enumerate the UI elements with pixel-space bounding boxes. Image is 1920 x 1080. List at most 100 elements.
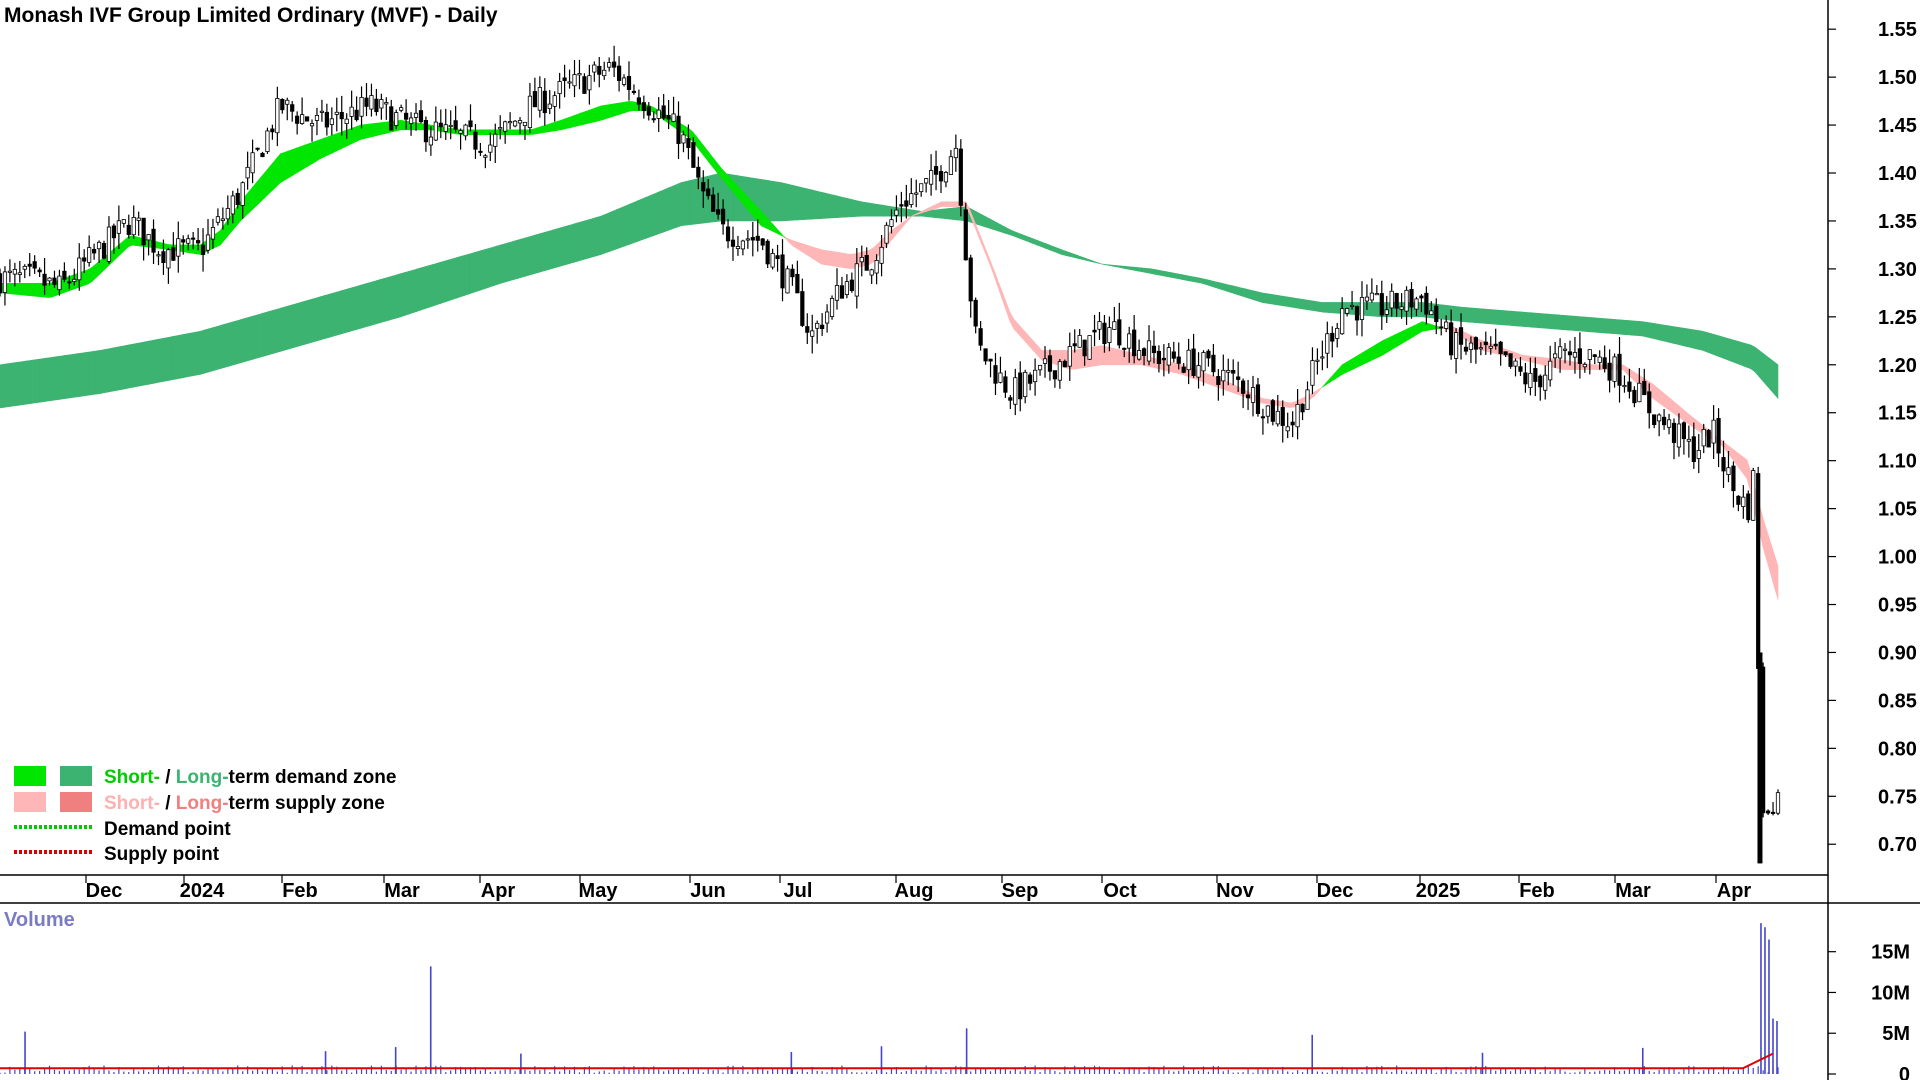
candle-body (1696, 450, 1701, 459)
candle-body (527, 95, 533, 128)
short-term-band-segment (949, 201, 954, 207)
short-term-band-segment (268, 162, 273, 195)
candle-body (1468, 342, 1474, 350)
long-term-band-segment (372, 280, 377, 326)
long-term-band-segment (764, 179, 770, 222)
short-term-band-segment (316, 139, 321, 162)
price-tick-label: 1.35 (1878, 211, 1917, 233)
short-term-band-segment (1345, 359, 1351, 373)
short-term-band-segment (236, 200, 241, 227)
candle-body (270, 128, 275, 133)
short-term-band-segment (592, 106, 598, 123)
candle-body (1201, 352, 1206, 372)
long-term-band-segment (1085, 257, 1091, 262)
candle-body (1562, 348, 1568, 351)
long-term-band-segment (588, 218, 594, 259)
short-term-band-segment (704, 146, 710, 164)
long-term-band-segment (1241, 287, 1247, 298)
long-term-band-segment (288, 304, 293, 350)
short-term-band-segment (99, 256, 105, 275)
candle-body (1141, 348, 1147, 356)
long-term-band-segment (825, 192, 830, 219)
short-term-band-segment (1021, 327, 1027, 343)
short-term-band-segment (31, 282, 37, 297)
candle-body (186, 238, 191, 244)
short-term-band-segment (829, 250, 834, 267)
short-term-band-segment (616, 102, 622, 116)
long-term-band-segment (79, 352, 85, 397)
candle-body (824, 311, 830, 324)
candle-body (602, 69, 607, 77)
candle-body (1117, 319, 1122, 346)
short-term-band-segment (1730, 447, 1736, 464)
long-term-band-segment (640, 197, 646, 241)
long-term-band-segment (1662, 324, 1668, 343)
short-term-band-segment (596, 105, 602, 122)
long-term-band-segment (344, 288, 349, 334)
long-term-band-segment (1165, 271, 1171, 278)
candle-body (1449, 322, 1454, 356)
candle-body (468, 120, 473, 128)
short-term-band-segment (1374, 342, 1379, 360)
short-term-band-segment (300, 144, 305, 172)
long-term-band-segment (572, 222, 578, 263)
candle-body (1226, 370, 1231, 373)
candle-body (725, 226, 731, 242)
long-term-band-segment (1774, 361, 1779, 400)
short-term-band-segment (560, 118, 566, 131)
candle-body (448, 124, 453, 127)
short-term-band-segment (19, 282, 25, 296)
candle-body (651, 118, 656, 121)
short-term-band-segment (532, 127, 538, 135)
long-term-band-segment (1558, 314, 1563, 330)
candle-body (1716, 418, 1721, 454)
candle-body (1137, 350, 1142, 360)
candle-body (1082, 339, 1087, 357)
legend-supply-rest: term supply zone (229, 793, 385, 814)
candle-body (1156, 350, 1162, 364)
candle-body (621, 77, 627, 85)
legend-demand-long: Long- (176, 767, 229, 788)
short-term-band-segment (604, 104, 610, 120)
candle-body (552, 95, 557, 107)
long-term-band-segment (336, 290, 341, 336)
short-term-band-segment (544, 123, 550, 133)
long-term-band-segment (805, 187, 810, 220)
candle-body (517, 120, 523, 124)
short-term-band-segment (348, 127, 353, 146)
long-term-band-segment (43, 357, 49, 402)
trend-bands (0, 101, 1779, 600)
candle-body (512, 120, 518, 127)
short-term-band-segment (163, 243, 169, 250)
candle-body (661, 105, 666, 119)
short-term-band-segment (993, 269, 998, 287)
candle-body (384, 102, 389, 105)
short-term-band-segment (155, 241, 161, 249)
long-term-band-segment (139, 341, 145, 387)
short-term-band-segment (1337, 364, 1343, 378)
candle-body (1097, 321, 1102, 330)
long-term-band-segment (436, 261, 442, 306)
candle-body (1577, 348, 1582, 364)
candle-body (1657, 414, 1662, 422)
candle-body (666, 115, 671, 120)
candle-body (1300, 403, 1305, 413)
candle-body (755, 235, 760, 241)
short-term-band-segment (400, 119, 405, 131)
short-term-band-segment (1093, 345, 1099, 367)
long-term-band-segment (1097, 262, 1102, 265)
short-term-band-segment (123, 236, 129, 252)
candle-body (834, 285, 840, 301)
candle-body (1310, 360, 1315, 386)
long-term-band-segment (1189, 275, 1195, 283)
short-term-band-segment (352, 126, 357, 144)
month-label: 2025 (1416, 880, 1461, 902)
long-term-band-segment (1105, 264, 1111, 267)
long-term-band-segment (1686, 328, 1692, 348)
short-term-band-segment (1594, 364, 1599, 370)
long-term-band-segment (945, 208, 950, 220)
candle-body (780, 254, 785, 289)
short-term-band-segment (119, 239, 125, 256)
candle-body (1023, 371, 1028, 398)
short-term-band-segment (620, 101, 626, 115)
